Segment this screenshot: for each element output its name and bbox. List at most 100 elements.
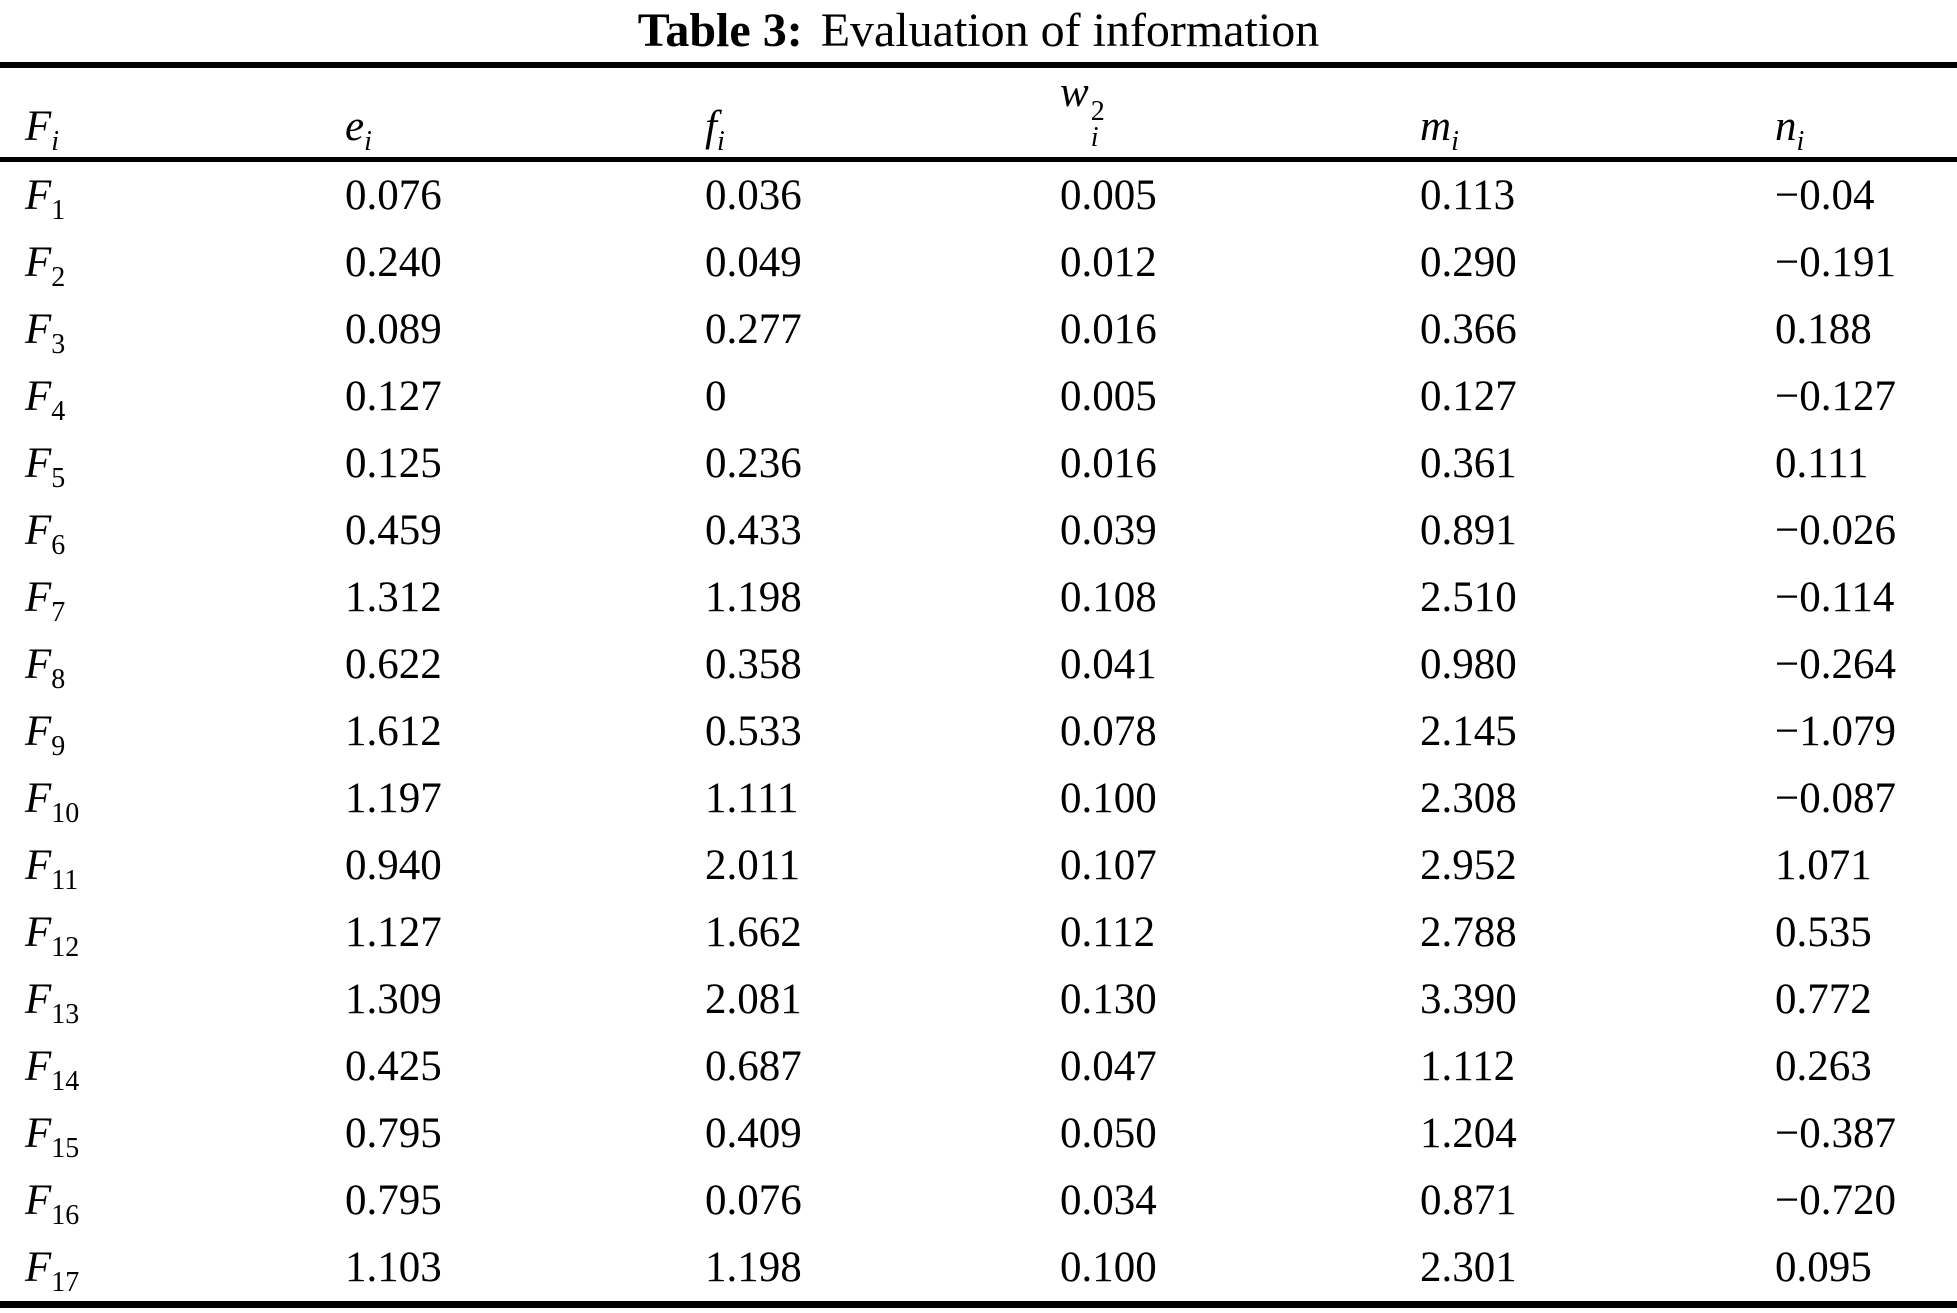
value-cell: 0.358	[705, 641, 802, 688]
value-cell: −0.087	[1775, 775, 1897, 822]
value-cell: 0.112	[1060, 909, 1156, 956]
value-cell: −0.264	[1775, 641, 1897, 688]
value-cell: 1.198	[705, 1244, 802, 1291]
value-cell: 0.047	[1060, 1043, 1157, 1090]
row-label-var: F	[25, 373, 52, 420]
value-cell: 0.016	[1060, 306, 1157, 353]
header-sub: i	[1090, 122, 1099, 153]
row-label-sub: 1	[51, 195, 66, 226]
value-cell: 1.127	[345, 909, 442, 956]
value-cell: 0.533	[705, 708, 802, 755]
row-label-sub: 6	[51, 530, 66, 561]
value-cell: 0.034	[1060, 1177, 1157, 1224]
header-var: e	[345, 103, 365, 150]
row-label: F2	[0, 229, 345, 296]
value-cell: 0.236	[705, 440, 802, 487]
table-row: F17 1.103 1.198 0.100 2.301 0.095	[0, 1234, 1957, 1305]
value-cell: 0.891	[1420, 507, 1517, 554]
row-label-sub: 16	[51, 1200, 80, 1231]
value-cell: 0.127	[1420, 373, 1517, 420]
value-cell: 0.036	[705, 172, 802, 219]
table-row: F9 1.612 0.533 0.078 2.145 −1.079	[0, 698, 1957, 765]
value-cell: −1.079	[1775, 708, 1897, 755]
value-cell: 0.100	[1060, 1244, 1157, 1291]
table-row: F4 0.127 0 0.005 0.127 −0.127	[0, 363, 1957, 430]
table-row: F8 0.622 0.358 0.041 0.980 −0.264	[0, 631, 1957, 698]
row-label-var: F	[25, 306, 52, 353]
value-cell: 0.425	[345, 1043, 442, 1090]
value-cell: 1.312	[345, 574, 442, 621]
value-cell: 0.263	[1775, 1043, 1872, 1090]
value-cell: 1.662	[705, 909, 802, 956]
column-header-Fi: Fi	[0, 65, 345, 162]
row-label: F11	[0, 832, 345, 899]
value-cell: 0.078	[1060, 708, 1157, 755]
value-cell: 0.535	[1775, 909, 1872, 956]
value-cell: 0.100	[1060, 775, 1157, 822]
row-label: F7	[0, 564, 345, 631]
value-cell: −0.720	[1775, 1177, 1897, 1224]
row-label: F8	[0, 631, 345, 698]
table-row: F7 1.312 1.198 0.108 2.510 −0.114	[0, 564, 1957, 631]
value-cell: 0.240	[345, 239, 442, 286]
value-cell: 0.772	[1775, 976, 1872, 1023]
value-cell: 0.012	[1060, 239, 1157, 286]
value-cell: 1.309	[345, 976, 442, 1023]
column-header-fi: fi	[705, 65, 1060, 162]
value-cell: 1.612	[345, 708, 442, 755]
table-row: F10 1.197 1.111 0.100 2.308 −0.087	[0, 765, 1957, 832]
row-label: F15	[0, 1100, 345, 1167]
value-cell: 0.795	[345, 1110, 442, 1157]
value-cell: 0.130	[1060, 976, 1157, 1023]
row-label-sub: 11	[51, 865, 79, 896]
row-label-var: F	[25, 1043, 52, 1090]
value-cell: −0.026	[1775, 507, 1897, 554]
row-label-sub: 8	[51, 664, 66, 695]
table-caption-text: Evaluation of information	[820, 4, 1320, 57]
row-label-sub: 17	[51, 1267, 80, 1298]
value-cell: 0.111	[1775, 440, 1869, 487]
row-label-var: F	[25, 239, 52, 286]
row-label-sub: 9	[51, 731, 66, 762]
value-cell: 0.622	[345, 641, 442, 688]
row-label-sub: 4	[51, 396, 66, 427]
row-label-var: F	[25, 507, 52, 554]
column-header-mi: mi	[1420, 65, 1775, 162]
header-sub: i	[51, 126, 60, 157]
table-body: F1 0.076 0.036 0.005 0.113 −0.04 F2 0.240 0.049 0…	[0, 160, 1957, 1305]
header-var: n	[1775, 103, 1797, 150]
value-cell: 2.011	[705, 842, 801, 889]
value-cell: 0.366	[1420, 306, 1517, 353]
value-cell: 0.089	[345, 306, 442, 353]
table-row: F1 0.076 0.036 0.005 0.113 −0.04	[0, 160, 1957, 230]
header-sup: 2	[1090, 96, 1105, 127]
table-row: F3 0.089 0.277 0.016 0.366 0.188	[0, 296, 1957, 363]
value-cell: 0.049	[705, 239, 802, 286]
row-label-sub: 3	[51, 329, 66, 360]
value-cell: −0.114	[1775, 574, 1895, 621]
value-cell: 2.510	[1420, 574, 1517, 621]
value-cell: 0.005	[1060, 172, 1157, 219]
row-label-var: F	[25, 976, 52, 1023]
header-var: w	[1060, 69, 1089, 116]
column-header-ni: ni	[1775, 65, 1957, 162]
row-label-var: F	[25, 641, 52, 688]
value-cell: 0.361	[1420, 440, 1517, 487]
table-row: F2 0.240 0.049 0.012 0.290 −0.191	[0, 229, 1957, 296]
value-cell: 0.687	[705, 1043, 802, 1090]
value-cell: 0.940	[345, 842, 442, 889]
value-cell: 0.039	[1060, 507, 1157, 554]
value-cell: 0.127	[345, 373, 442, 420]
header-var: F	[25, 103, 52, 150]
value-cell: 1.198	[705, 574, 802, 621]
value-cell: 0.041	[1060, 641, 1157, 688]
row-label: F4	[0, 363, 345, 430]
row-label-var: F	[25, 909, 52, 956]
row-label: F3	[0, 296, 345, 363]
row-label: F16	[0, 1167, 345, 1234]
table-row: F12 1.127 1.662 0.112 2.788 0.535	[0, 899, 1957, 966]
value-cell: 0.076	[345, 172, 442, 219]
